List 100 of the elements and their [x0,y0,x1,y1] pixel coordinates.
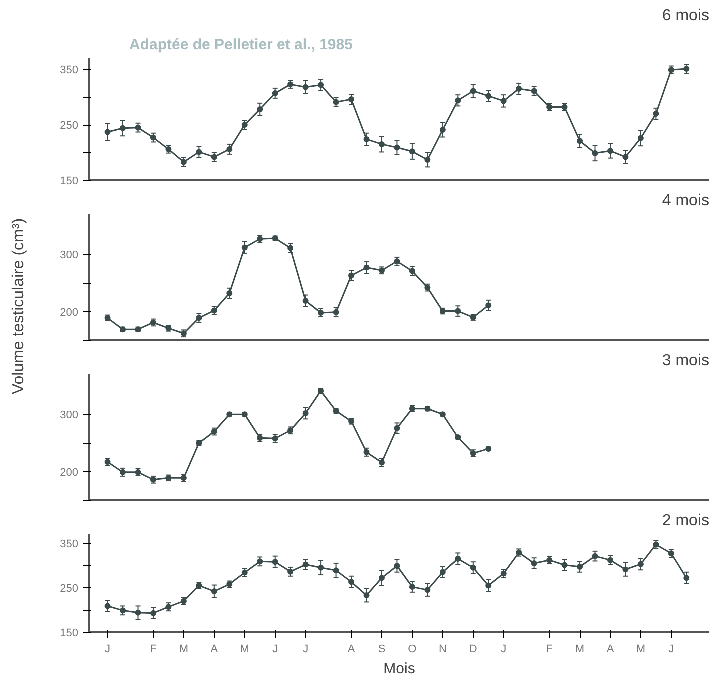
y-tick-label: 250 [60,120,79,132]
point [226,146,233,152]
y-tick-label: 200 [60,306,79,319]
point [120,608,126,614]
x-tick-label: J [501,644,507,656]
point [302,84,309,90]
point [577,564,584,570]
point [562,562,568,568]
point [272,559,278,566]
point [470,88,476,94]
point [455,98,462,104]
x-tick-label: N [438,644,447,656]
point [150,134,156,141]
x-tick-label: J [272,644,278,656]
point [622,154,629,160]
point [242,244,248,251]
point [470,564,476,571]
y-tick-label: 200 [60,466,79,479]
point [364,592,370,599]
point [318,564,324,571]
x-axis-title: Mois [384,660,416,678]
point [409,148,416,155]
point [638,135,644,142]
point [684,575,690,582]
point [424,587,431,594]
y-tick-label: 350 [60,538,79,550]
point [486,582,492,589]
point [302,298,309,304]
point [653,110,660,117]
point [196,315,202,322]
point [531,560,538,566]
point [409,268,416,274]
x-tick-label: S [378,644,386,656]
point [455,556,462,562]
x-tick-label: D [469,644,478,656]
point [135,610,142,616]
y-tick-label: 150 [60,628,79,640]
point [486,93,492,100]
point [288,245,294,252]
point [333,309,340,316]
point [607,557,614,564]
x-tick-label: J [303,644,309,656]
x-tick-label: M [636,644,646,656]
point [440,569,446,576]
point [104,603,111,610]
point [288,568,294,575]
point [242,122,248,128]
point [226,290,233,297]
point [348,579,355,586]
point [120,125,126,132]
point [577,138,584,144]
chart-title: 3 mois [662,352,710,370]
point [440,127,446,134]
point [394,563,400,570]
point [622,566,629,573]
point [486,302,492,309]
x-tick-label: M [179,644,189,656]
point [302,410,309,416]
point [607,148,614,154]
point [378,575,385,582]
point [348,272,355,279]
text: Adaptée de Pelletier et al., 1985 [130,36,353,54]
point [638,561,644,568]
y-tick-label: 150 [60,176,79,188]
point [348,96,355,103]
point [684,66,690,72]
point [211,154,218,160]
point [211,588,218,595]
point [302,562,309,568]
point [500,98,507,104]
point [135,124,142,131]
point [196,149,202,156]
point [394,144,400,151]
x-tick-label: M [240,644,250,656]
point [333,568,340,574]
x-tick-label: F [150,644,158,656]
point [104,129,111,136]
point [592,150,598,156]
point [257,558,264,565]
point [272,90,278,96]
x-tick-label: A [606,644,615,656]
point [394,425,400,432]
point [318,82,324,88]
point [516,86,522,92]
x-tick-label: J [105,644,111,656]
point [364,264,370,271]
chart-title: 6 mois [662,8,710,24]
y-tick-label: 300 [60,410,79,422]
y-axis-title: Volume testiculaire (cm³) [10,218,28,395]
x-tick-label: F [546,644,554,656]
point [150,610,156,616]
x-tick-label: O [408,644,418,656]
point [531,88,538,94]
point [378,141,385,148]
x-tick-label: J [668,644,674,656]
x-tick-label: M [575,644,585,656]
x-tick-label: A [348,644,356,656]
point [333,99,340,106]
point [592,553,598,560]
point [455,308,462,314]
